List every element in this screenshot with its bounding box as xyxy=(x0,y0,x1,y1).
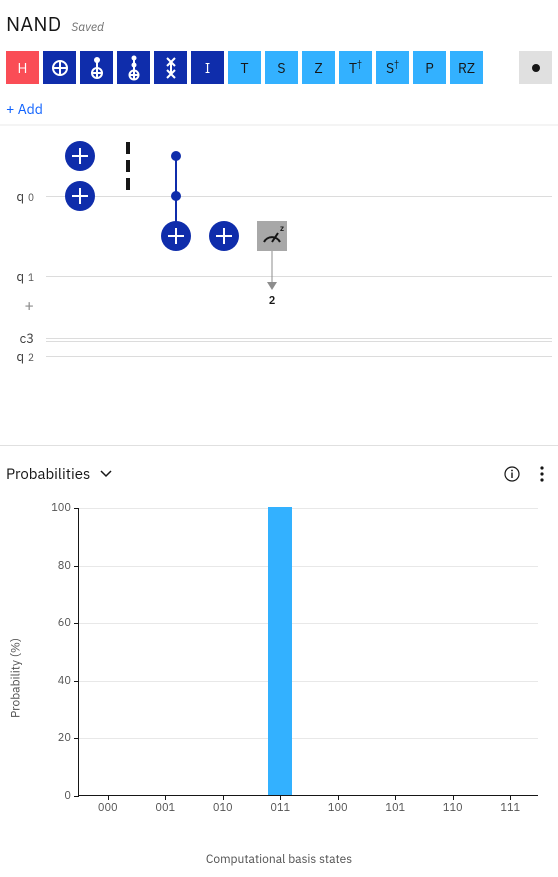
chevron-down-icon[interactable] xyxy=(100,467,112,482)
gate-p[interactable]: P xyxy=(413,51,446,84)
chart-plot-area: 020406080100000001010011100101110111 xyxy=(78,508,538,796)
gate-swap[interactable] xyxy=(154,51,187,84)
chart-ytick-mark xyxy=(74,681,79,682)
control-dot[interactable] xyxy=(171,191,181,201)
chart-xtick-label: 011 xyxy=(270,801,290,815)
x-gate[interactable] xyxy=(209,221,239,251)
gate-s[interactable]: S xyxy=(265,51,298,84)
chart-bar xyxy=(268,507,292,795)
chart-xtick-label: 110 xyxy=(443,801,463,815)
chart-xtick-mark xyxy=(108,795,109,800)
chart-xtick-mark xyxy=(338,795,339,800)
gate-t[interactable]: T xyxy=(228,51,261,84)
chart-ytick-label: 100 xyxy=(51,501,71,515)
chart-ytick-label: 40 xyxy=(58,674,71,688)
chart-xtick-mark xyxy=(453,795,454,800)
circuit-canvas[interactable]: q0 q1 q2 + c3 z 2 xyxy=(0,125,558,445)
chart-ytick-mark xyxy=(74,566,79,567)
add-gate-link[interactable]: + Add xyxy=(6,100,43,118)
gate-toffoli[interactable] xyxy=(117,51,150,84)
measure-target-label: 2 xyxy=(269,294,276,308)
chart-xtick-label: 010 xyxy=(213,801,233,815)
chart-xtick-mark xyxy=(165,795,166,800)
qubit-label: q1 xyxy=(6,268,40,285)
add-qubit-button[interactable]: + xyxy=(6,296,40,316)
gate-z[interactable]: Z xyxy=(302,51,335,84)
x-gate[interactable] xyxy=(65,181,95,211)
gate-toolbar: H ITSZT†S†PRZ xyxy=(6,51,552,86)
save-status: Saved xyxy=(71,20,104,35)
chart-xtick-mark xyxy=(510,795,511,800)
chart-xlabel: Computational basis states xyxy=(6,852,552,867)
chart-xtick-label: 001 xyxy=(155,801,175,815)
gate-h[interactable]: H xyxy=(6,51,39,84)
control-dot[interactable] xyxy=(171,151,181,161)
chart-ytick-mark xyxy=(74,623,79,624)
measure-connector xyxy=(272,251,273,285)
circuit-title: NAND xyxy=(6,10,61,37)
chart-gridline xyxy=(79,566,538,567)
qubit-label: q0 xyxy=(6,188,40,205)
probability-chart: Probability (%) 020406080100000001010011… xyxy=(6,508,552,848)
chart-ylabel: Probability (%) xyxy=(9,638,24,718)
gate-rz[interactable]: RZ xyxy=(450,51,483,84)
results-dropdown-label[interactable]: Probabilities xyxy=(6,465,90,484)
chart-ytick-mark xyxy=(74,508,79,509)
gate-sdg[interactable]: S† xyxy=(376,51,409,84)
chart-gridline xyxy=(79,738,538,739)
info-icon[interactable] xyxy=(502,464,522,484)
toffoli-target[interactable] xyxy=(161,221,191,251)
gate-not[interactable] xyxy=(43,51,76,84)
results-panel: Probabilities Probability (%) 0204060801… xyxy=(0,445,558,877)
chart-xtick-label: 101 xyxy=(385,801,405,815)
chart-ytick-label: 20 xyxy=(58,731,71,745)
chart-gridline xyxy=(79,508,538,509)
chart-xtick-mark xyxy=(280,795,281,800)
barrier[interactable] xyxy=(126,142,130,196)
chart-ytick-label: 80 xyxy=(58,559,71,573)
chart-xtick-label: 111 xyxy=(500,801,520,815)
qubit-label: q2 xyxy=(6,348,40,365)
more-icon[interactable] xyxy=(532,464,552,484)
x-gate[interactable] xyxy=(65,141,95,171)
gate-i[interactable]: I xyxy=(191,51,224,84)
chart-gridline xyxy=(79,681,538,682)
chart-ytick-mark xyxy=(74,796,79,797)
chart-ytick-label: 60 xyxy=(58,616,71,630)
header: NAND Saved H ITSZT†S†PRZ + Add xyxy=(0,0,558,125)
measure-arrowhead-icon xyxy=(267,282,277,290)
gate-tdg[interactable]: T† xyxy=(339,51,372,84)
chart-xtick-label: 000 xyxy=(98,801,118,815)
chart-xtick-mark xyxy=(223,795,224,800)
measure-gate[interactable]: z xyxy=(257,221,287,251)
chart-ytick-mark xyxy=(74,738,79,739)
gate-cnot[interactable] xyxy=(80,51,113,84)
chart-ytick-label: 0 xyxy=(64,789,71,803)
svg-text:z: z xyxy=(280,224,284,234)
chart-xtick-label: 100 xyxy=(328,801,348,815)
chart-gridline xyxy=(79,623,538,624)
gate-more[interactable] xyxy=(519,51,552,84)
classical-register-label: c3 xyxy=(6,330,40,347)
chart-xtick-mark xyxy=(395,795,396,800)
